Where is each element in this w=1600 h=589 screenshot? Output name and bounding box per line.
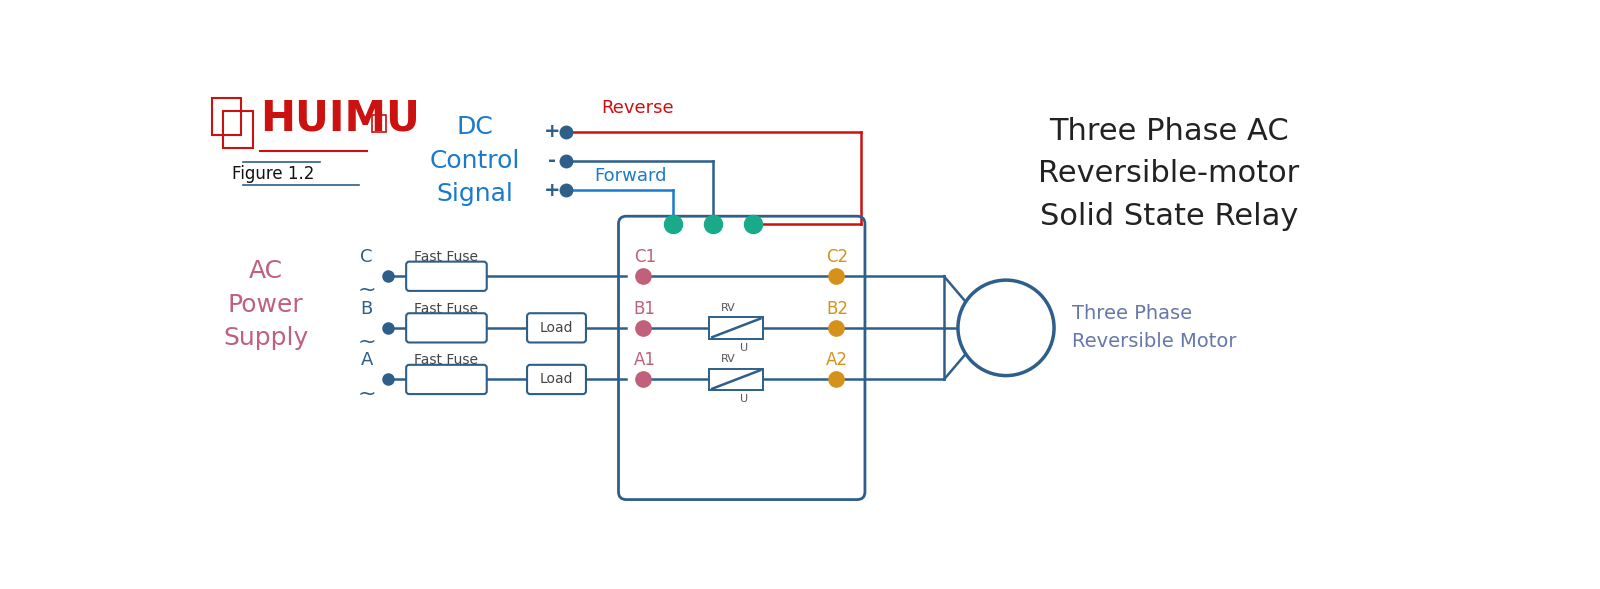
Text: C: C <box>360 248 373 266</box>
Text: Fast Fuse: Fast Fuse <box>414 353 478 367</box>
Text: Three Phase AC
Reversible-motor
Solid State Relay: Three Phase AC Reversible-motor Solid St… <box>1038 117 1299 231</box>
Text: M: M <box>989 312 1022 345</box>
Text: +: + <box>544 122 560 141</box>
Text: Load: Load <box>539 321 573 335</box>
FancyBboxPatch shape <box>709 369 763 391</box>
FancyBboxPatch shape <box>526 313 586 342</box>
Text: AC
Power
Supply: AC Power Supply <box>224 259 309 350</box>
FancyBboxPatch shape <box>526 365 586 394</box>
FancyBboxPatch shape <box>406 365 486 394</box>
Text: A2: A2 <box>826 351 848 369</box>
Text: ~: ~ <box>357 332 376 352</box>
Text: +: + <box>544 181 560 200</box>
Text: HUIMU: HUIMU <box>261 97 421 140</box>
Text: A: A <box>360 351 373 369</box>
Circle shape <box>958 280 1054 376</box>
Text: Reverse: Reverse <box>602 100 674 117</box>
FancyBboxPatch shape <box>406 313 486 342</box>
Text: C2: C2 <box>826 248 848 266</box>
Text: B1: B1 <box>634 300 656 317</box>
Text: Fast Fuse: Fast Fuse <box>414 302 478 316</box>
Text: ~: ~ <box>357 280 376 300</box>
Text: -: - <box>547 151 555 170</box>
Text: U: U <box>739 343 749 353</box>
Text: Forward: Forward <box>594 167 666 185</box>
Text: Three Phase
Reversible Motor: Three Phase Reversible Motor <box>1072 305 1237 352</box>
FancyBboxPatch shape <box>406 262 486 291</box>
Text: C1: C1 <box>634 248 656 266</box>
FancyBboxPatch shape <box>709 317 763 339</box>
Text: B2: B2 <box>826 300 848 317</box>
Text: B: B <box>360 300 373 317</box>
Text: RV: RV <box>722 355 736 365</box>
Text: ~: ~ <box>357 383 376 403</box>
Text: RV: RV <box>722 303 736 313</box>
Text: DC
Control
Signal: DC Control Signal <box>430 115 520 206</box>
Text: Fast Fuse: Fast Fuse <box>414 250 478 264</box>
Text: Figure 1.2: Figure 1.2 <box>232 165 315 183</box>
Text: U: U <box>739 395 749 405</box>
Text: Load: Load <box>539 372 573 386</box>
Text: A1: A1 <box>634 351 656 369</box>
